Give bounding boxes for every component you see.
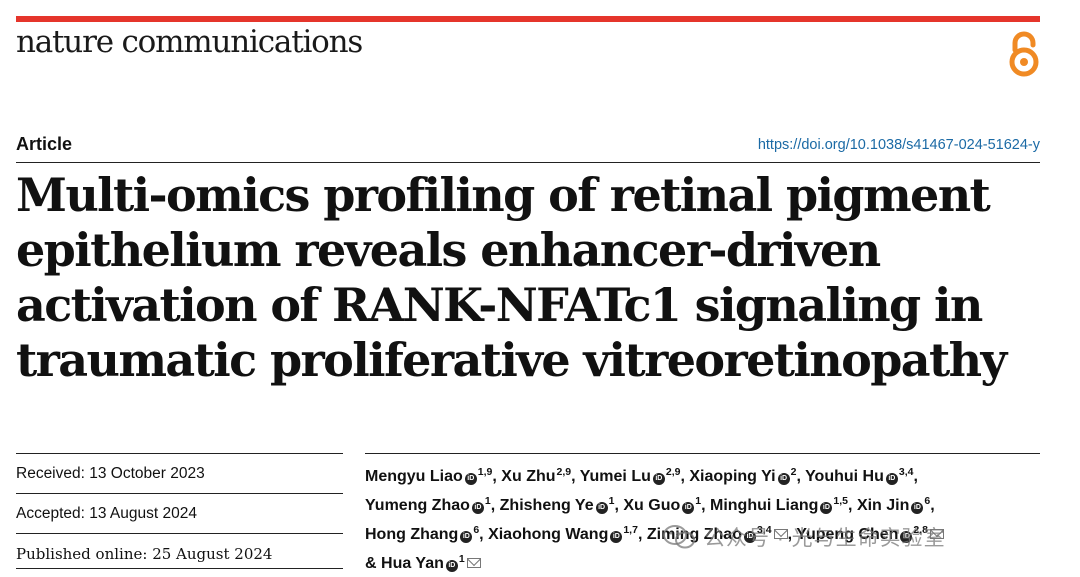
article-title: Multi-omics profiling of retinal pigment… (16, 168, 1007, 387)
author-name[interactable]: Xin Jin (856, 497, 910, 514)
author-entry[interactable]: Xu Zhu2,9, (501, 466, 576, 485)
author-entry[interactable]: Hong Zhang iD6, (365, 524, 484, 543)
watermark: 公众号 · 光与生命实验室 (662, 522, 946, 552)
author-entry[interactable]: Minghui Liang iD1,5, (710, 495, 853, 514)
orcid-icon[interactable]: iD (777, 473, 790, 485)
author-entry[interactable]: Xiaohong Wang iD1,7, (488, 524, 643, 543)
affiliation-marker: 1 (484, 495, 491, 507)
affiliation-marker: 1,7 (623, 524, 638, 536)
orcid-icon[interactable]: iD (743, 531, 756, 543)
orcid-icon[interactable]: iD (652, 473, 665, 485)
author-entry[interactable]: Mengyu Liao iD1,9, (365, 466, 497, 485)
article-type-label: Article (16, 134, 73, 154)
author-name[interactable]: Mengyu Liao (365, 468, 463, 485)
affiliation-marker: 1 (695, 495, 702, 507)
affiliation-marker: 2,9 (556, 466, 572, 478)
orcid-icon[interactable]: iD (595, 502, 608, 514)
affiliation-marker: 1 (458, 553, 465, 565)
journal-name[interactable]: nature communications (16, 24, 363, 60)
author-name[interactable]: Xiaoping Yi (689, 468, 776, 485)
affiliation-marker: 1,5 (833, 495, 849, 507)
affiliation-marker: 6 (473, 524, 480, 536)
orcid-icon[interactable]: iD (911, 502, 924, 514)
published-date: Published online: 25 August 2024 (16, 533, 343, 573)
author-name[interactable]: Zhisheng Ye (499, 497, 594, 514)
author-name[interactable]: Xu Guo (623, 497, 681, 514)
affiliation-marker: 2 (790, 466, 797, 478)
author-entry[interactable]: & Hua Yan iD1 (365, 553, 481, 572)
author-list: Mengyu Liao iD1,9, Xu Zhu2,9, Yumei Lu iD2… (365, 453, 1040, 576)
email-icon[interactable] (466, 558, 481, 568)
author-name[interactable]: Yupeng Chen (796, 526, 899, 543)
title-divider (16, 162, 1040, 163)
affiliation-marker: 3,4 (756, 524, 772, 536)
orcid-icon[interactable]: iD (610, 531, 623, 543)
affiliation-marker: 2,8 (913, 524, 929, 536)
orcid-icon[interactable]: iD (885, 473, 898, 485)
author-entry[interactable]: Youhui Hu iD3,4, (805, 466, 918, 485)
author-name[interactable]: Hua Yan (381, 555, 444, 572)
orcid-icon[interactable]: iD (445, 560, 458, 572)
received-date: Received: 13 October 2023 (16, 453, 343, 493)
author-name[interactable]: Yumei Lu (579, 468, 651, 485)
author-name[interactable]: Yumeng Zhao (365, 497, 470, 514)
affiliation-marker: 1 (608, 495, 615, 507)
wechat-icon (663, 525, 695, 549)
author-connector: & (365, 555, 377, 572)
author-entry[interactable]: Zhisheng Ye iD1, (499, 495, 619, 514)
author-entry[interactable]: Yumei Lu iD2,9, (579, 466, 685, 485)
author-name[interactable]: Ziming Zhao (646, 526, 742, 543)
orcid-icon[interactable]: iD (471, 502, 484, 514)
accepted-date: Accepted: 13 August 2024 (16, 493, 343, 533)
author-entry[interactable]: Yupeng Chen iD2,8 (796, 524, 945, 543)
author-name[interactable]: Xu Zhu (501, 468, 556, 485)
email-icon[interactable] (773, 529, 788, 539)
author-entry[interactable]: Yumeng Zhao iD1, (365, 495, 496, 514)
header-accent-bar (16, 16, 1040, 22)
affiliation-marker: 3,4 (898, 466, 914, 478)
author-name[interactable]: Xiaohong Wang (488, 526, 609, 543)
affiliation-marker: 2,9 (665, 466, 681, 478)
author-name[interactable]: Minghui Liang (710, 497, 819, 514)
affiliation-marker: 1,9 (477, 466, 493, 478)
author-entry[interactable]: Ziming Zhao iD3,4, (646, 524, 793, 543)
orcid-icon[interactable]: iD (682, 502, 695, 514)
orcid-icon[interactable]: iD (460, 531, 473, 543)
author-entry[interactable]: Xu Guo iD1, (623, 495, 706, 514)
author-name[interactable]: Youhui Hu (805, 468, 884, 485)
open-access-lock-icon (1009, 31, 1039, 77)
author-entry[interactable]: Xiaoping Yi iD2, (689, 466, 801, 485)
orcid-icon[interactable]: iD (464, 473, 477, 485)
dates-bottom-divider (16, 568, 343, 569)
author-name[interactable]: Hong Zhang (365, 526, 459, 543)
orcid-icon[interactable]: iD (900, 531, 913, 543)
orcid-icon[interactable]: iD (820, 502, 833, 514)
doi-link[interactable]: https://doi.org/10.1038/s41467-024-51624… (757, 137, 1040, 153)
email-icon[interactable] (930, 529, 945, 539)
watermark-text: 公众号 · 光与生命实验室 (704, 527, 946, 550)
author-entry[interactable]: Xin Jin iD6, (856, 495, 935, 514)
publication-dates: Received: 13 October 2023 Accepted: 13 A… (16, 453, 343, 573)
affiliation-marker: 6 (924, 495, 931, 507)
